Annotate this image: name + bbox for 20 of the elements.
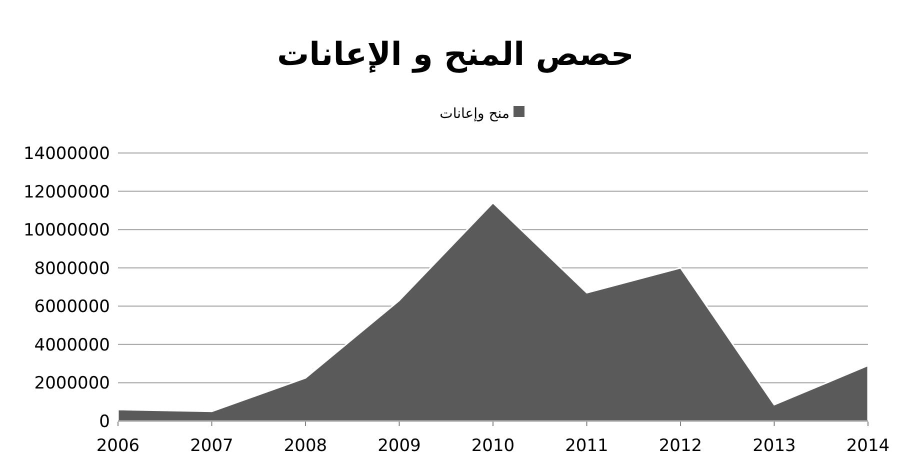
y-tick-label: 14000000 [23,144,110,164]
y-tick-label: 8000000 [34,258,110,279]
chart-title: حصص المنح و الإعانات [277,35,634,73]
y-tick-label: 12000000 [23,182,110,202]
legend-item: منح وإعانات [440,106,524,122]
legend-label: منح وإعانات [440,106,510,122]
x-tick-label: 2014 [846,436,890,456]
x-tick-label: 2006 [96,436,140,456]
x-tick-label: 2012 [658,436,702,456]
x-tick-label: 2008 [284,436,328,456]
y-tick-label: 0 [99,412,110,432]
x-tick-label: 2010 [471,436,515,456]
y-tick-label: 10000000 [23,220,110,241]
y-tick-label: 4000000 [34,335,110,356]
y-tick-label: 6000000 [34,297,110,318]
x-tick-label: 2011 [565,436,608,456]
x-tick-label: 2009 [378,436,421,456]
y-tick-label: 2000000 [34,374,110,394]
x-tick-label: 2013 [752,436,796,456]
x-tick-label: 2007 [190,436,234,456]
